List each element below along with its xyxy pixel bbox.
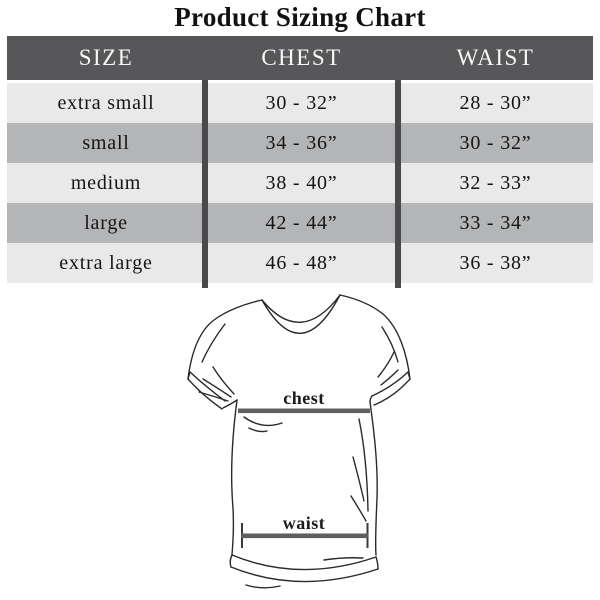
column-header-waist: WAIST — [456, 45, 535, 70]
size-cell: medium — [70, 171, 142, 194]
column-divider-1 — [202, 80, 208, 288]
waist-cell: 33 - 34” — [459, 211, 532, 234]
chest-measure-line — [238, 408, 370, 414]
tshirt-diagram: chest waist — [187, 294, 411, 589]
waist-cell: 36 - 38” — [459, 251, 532, 274]
table-header-row: SIZE CHEST WAIST — [7, 36, 593, 80]
waist-cell: 30 - 32” — [459, 131, 532, 154]
table-body: extra small 30 - 32” 28 - 30” small 34 -… — [7, 83, 593, 283]
table-row: large 42 - 44” 33 - 34” — [7, 203, 593, 243]
chest-cell: 30 - 32” — [265, 91, 338, 114]
column-header-size: SIZE — [78, 45, 134, 70]
waist-measure-line — [241, 533, 368, 539]
chest-cell: 34 - 36” — [265, 131, 338, 154]
waist-cell: 28 - 30” — [459, 91, 532, 114]
chest-cell: 38 - 40” — [265, 171, 338, 194]
page-title: Product Sizing Chart — [174, 2, 426, 32]
column-header-chest: CHEST — [261, 45, 342, 70]
chest-cell: 46 - 48” — [265, 251, 338, 274]
table-row: extra large 46 - 48” 36 - 38” — [7, 243, 593, 283]
size-cell: large — [84, 211, 128, 234]
waist-cell: 32 - 33” — [459, 171, 532, 194]
waist-label: waist — [283, 513, 326, 533]
table-row: medium 38 - 40” 32 - 33” — [7, 163, 593, 203]
size-cell: small — [82, 131, 130, 154]
size-cell: extra large — [59, 251, 153, 274]
table-row: extra small 30 - 32” 28 - 30” — [7, 83, 593, 123]
column-divider-2 — [395, 80, 401, 288]
table-row: small 34 - 36” 30 - 32” — [7, 123, 593, 163]
chest-label: chest — [283, 388, 325, 408]
size-cell: extra small — [57, 91, 155, 114]
chest-cell: 42 - 44” — [265, 211, 338, 234]
tshirt-outline — [187, 294, 411, 589]
sizing-table: SIZE CHEST WAIST extra small 30 - 32” 28… — [7, 36, 593, 288]
